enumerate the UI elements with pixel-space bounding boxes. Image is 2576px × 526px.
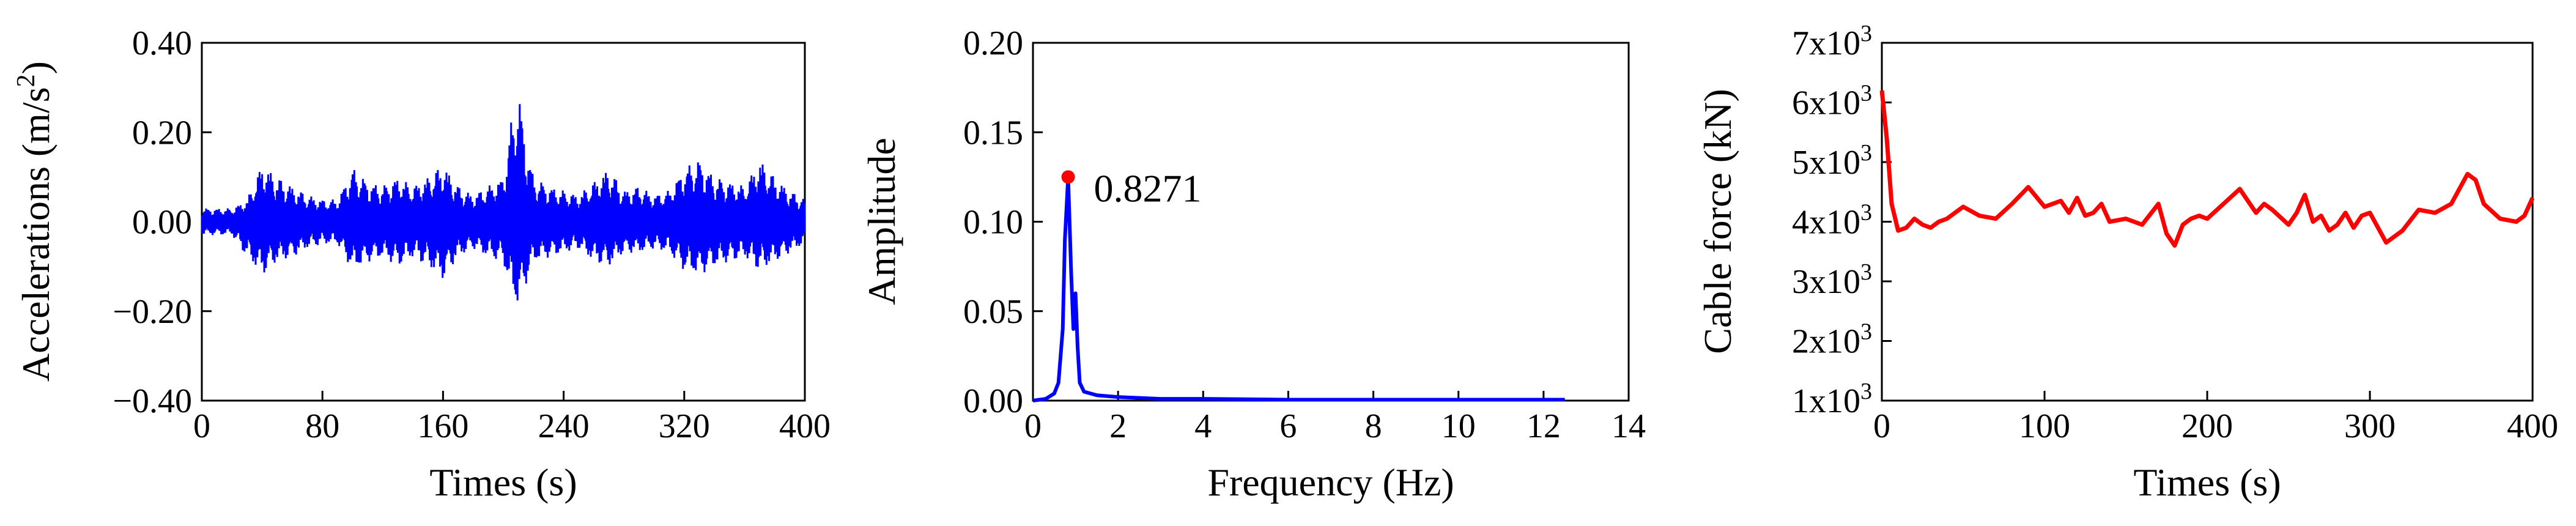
x-tick-label: 8 (1365, 407, 1382, 445)
x-tick-label: 400 (779, 407, 831, 445)
x-tick-label: 12 (1527, 407, 1561, 445)
x-tick-label: 10 (1442, 407, 1476, 445)
y-tick-label: 1x103 (1792, 379, 1872, 420)
x-tick-label: 6 (1279, 407, 1297, 445)
x-ticks: 0 80 160 240 320 400 (193, 391, 831, 445)
y-tick-label: 0.10 (963, 204, 1023, 242)
panel-cable-force: 0 100 200 300 400 1x103 2x103 3x103 4x103 5x103 6… (1696, 21, 2558, 504)
y-tick-label: 0.00 (132, 204, 192, 242)
y-ticks: 1x103 2x103 3x103 4x103 5x103 6x103 7x103 (1792, 21, 1892, 420)
series-lines (1032, 175, 1565, 402)
x-tick-label: 240 (538, 407, 590, 445)
peak-annotation: 0.8271 (1094, 166, 1202, 210)
y-ticks: −0.40 −0.20 0.00 0.20 0.40 (113, 24, 212, 420)
y-tick-label: 6x103 (1792, 81, 1872, 122)
y-axis-label: Cable force (kN) (1696, 89, 1739, 354)
x-tick-label: 320 (659, 407, 710, 445)
x-tick-label: 400 (2507, 407, 2558, 445)
x-tick-label: 160 (417, 407, 468, 445)
y-tick-label: 2x103 (1792, 319, 1872, 361)
x-tick-label: 14 (1612, 407, 1646, 445)
x-tick-label: 0 (1873, 407, 1890, 445)
x-tick-label: 100 (2019, 407, 2070, 445)
series-lines (201, 104, 806, 301)
y-tick-label: 0.05 (963, 293, 1023, 331)
y-tick-label: 0.40 (132, 24, 192, 62)
plot-frame (1032, 42, 1630, 402)
panel-spectrum: 0 2 4 6 8 10 12 14 0.000.050.100.150.20 0.8271 … (860, 24, 1646, 504)
y-axis-label: Amplitude (860, 138, 903, 305)
series-lines (1879, 90, 2535, 248)
x-tick-label: 300 (2344, 407, 2396, 445)
y-tick-label: −0.20 (113, 293, 192, 331)
y-tick-label: 0.00 (963, 382, 1023, 420)
y-ticks: 0.00 0.05 0.10 0.15 0.20 (963, 24, 1043, 420)
x-axis-label: Times (s) (2133, 461, 2281, 504)
series-line (1879, 90, 2535, 248)
x-tick-label: 0 (193, 407, 210, 445)
y-tick-label: 7x103 (1792, 21, 1872, 62)
x-tick-label: 0 (1024, 407, 1042, 445)
y-tick-label: 0.20 (132, 114, 192, 152)
y-tick-label: −0.40 (113, 382, 192, 420)
acceleration-signal (201, 104, 806, 301)
x-tick-label: 80 (305, 407, 339, 445)
plot-frame (1881, 42, 2534, 402)
y-tick-label: 0.15 (963, 114, 1023, 152)
series-line (1032, 175, 1565, 402)
x-tick-label: 4 (1194, 407, 1212, 445)
y-tick-label: 4x103 (1792, 200, 1872, 242)
y-tick-label: 3x103 (1792, 259, 1872, 301)
y-axis-label: Accelerations (m/s2) (12, 61, 57, 382)
x-tick-label: 2 (1109, 407, 1127, 445)
x-axis-label: Times (s) (429, 461, 577, 504)
x-ticks: 0 100 200 300 400 (1873, 391, 2558, 445)
panel-accelerations: 0 80 160 240 320 400 −0.40 −0.20 0.00 0.20 0.40 T… (12, 24, 831, 504)
x-tick-label: 200 (2182, 407, 2233, 445)
peak-marker (1061, 170, 1075, 184)
x-axis-label: Frequency (Hz) (1207, 461, 1454, 504)
y-tick-label: 5x103 (1792, 140, 1872, 182)
y-tick-label: 0.20 (963, 24, 1023, 62)
